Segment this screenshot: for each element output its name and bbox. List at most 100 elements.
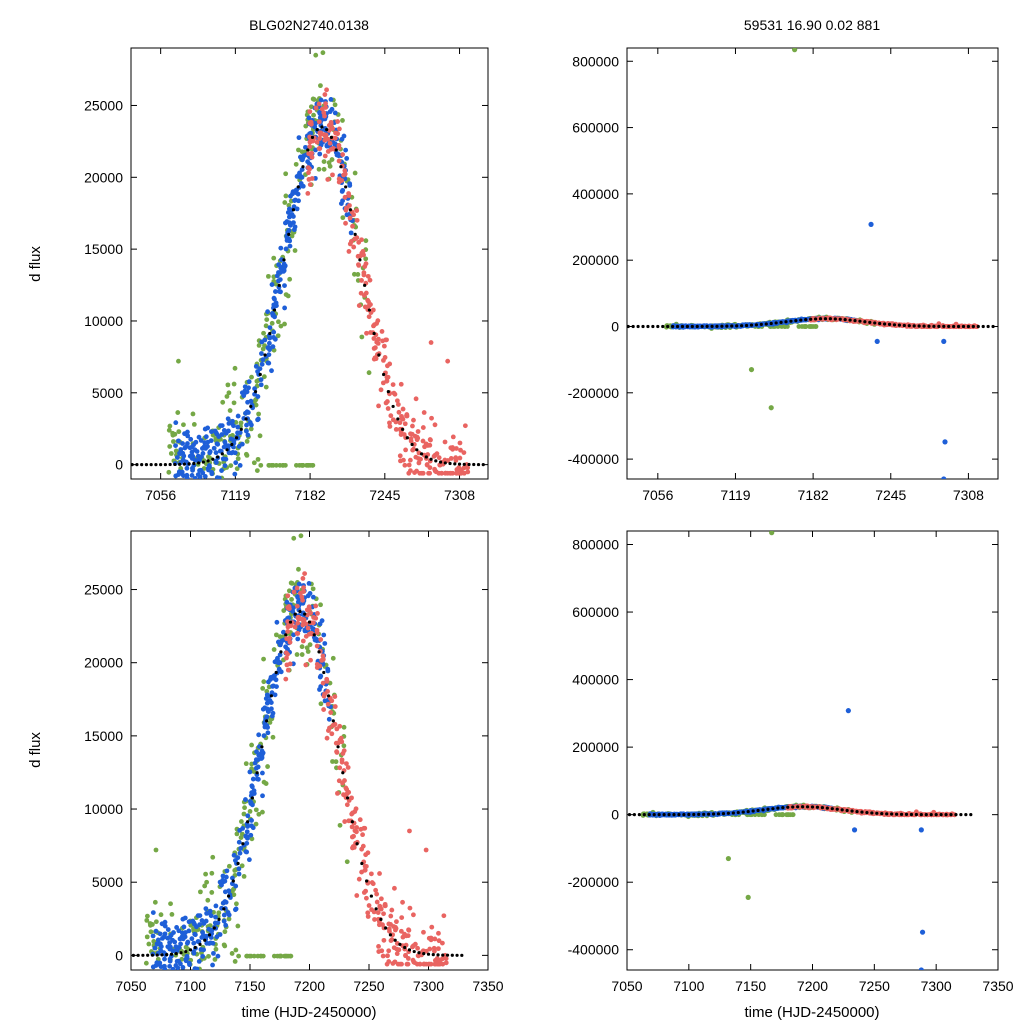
data-point-red xyxy=(427,437,433,442)
data-point-red xyxy=(351,845,357,850)
title-left: BLG02N2740.0138 xyxy=(249,17,369,33)
data-point-green xyxy=(310,586,316,592)
data-point-blue xyxy=(152,945,158,951)
data-point-red xyxy=(314,139,320,145)
data-point-blue xyxy=(249,422,254,428)
model-point xyxy=(207,933,212,937)
model-point xyxy=(339,165,343,169)
data-point-blue xyxy=(222,463,228,469)
model-point xyxy=(687,812,691,817)
data-point-green xyxy=(282,200,288,205)
model-point xyxy=(358,258,362,262)
data-point-red xyxy=(388,413,394,419)
data-point-blue xyxy=(161,934,167,940)
data-point-blue xyxy=(173,944,179,950)
model-point xyxy=(193,945,197,950)
data-point-blue xyxy=(262,721,268,727)
data-point-blue xyxy=(286,615,292,621)
data-point-blue xyxy=(283,246,289,252)
model-point xyxy=(415,448,419,452)
data-point-green xyxy=(241,873,247,879)
model-point xyxy=(211,457,215,461)
data-point-blue xyxy=(244,428,249,434)
model-point xyxy=(794,319,798,323)
model-point xyxy=(887,322,892,327)
data-point-green xyxy=(260,809,265,815)
model-point xyxy=(711,812,716,816)
data-point-blue xyxy=(189,473,195,478)
data-point-red xyxy=(931,809,937,815)
model-point xyxy=(860,810,864,814)
model-point xyxy=(441,953,445,957)
data-point-green xyxy=(256,411,261,417)
data-point-red xyxy=(340,152,346,157)
model-point xyxy=(222,907,226,911)
data-point-blue xyxy=(220,873,226,879)
data-point-red xyxy=(348,239,354,244)
data-point-blue xyxy=(290,214,296,219)
model-point xyxy=(890,812,894,816)
data-point-red xyxy=(387,420,392,426)
data-point-green xyxy=(253,807,259,813)
data-point-blue xyxy=(244,389,250,395)
model-point xyxy=(348,208,353,212)
model-point xyxy=(263,353,267,357)
y-tick-label: -200000 xyxy=(568,874,620,890)
data-point-blue xyxy=(173,420,179,426)
data-point-green xyxy=(286,588,292,594)
data-point-green xyxy=(318,83,323,89)
model-point xyxy=(804,318,808,322)
data-point-blue xyxy=(217,879,223,885)
data-point-green xyxy=(790,812,795,818)
data-point-green xyxy=(303,123,309,129)
data-point-blue xyxy=(253,363,259,369)
data-point-blue xyxy=(339,136,345,142)
data-point-red xyxy=(385,363,390,369)
data-point-red xyxy=(401,432,407,437)
model-point xyxy=(303,612,307,616)
data-point-red xyxy=(359,278,364,283)
data-point-green xyxy=(263,323,269,329)
data-point-blue xyxy=(255,394,261,399)
model-point xyxy=(759,322,763,327)
data-point-red xyxy=(351,212,357,218)
data-points xyxy=(627,531,973,970)
data-point-red xyxy=(936,321,942,327)
data-point-red xyxy=(450,434,456,440)
data-point-green xyxy=(252,398,258,403)
data-point-blue xyxy=(270,344,276,350)
model-point xyxy=(801,805,805,809)
model-point xyxy=(754,323,759,327)
data-point-green xyxy=(351,271,357,277)
data-point-red xyxy=(400,899,405,905)
data-point-green xyxy=(228,463,234,469)
model-point xyxy=(720,324,724,328)
data-point-green xyxy=(254,468,260,474)
model-point xyxy=(843,318,847,322)
data-point-green xyxy=(275,333,281,339)
model-point xyxy=(902,323,906,328)
data-point-red xyxy=(383,337,389,343)
data-point-green xyxy=(296,566,301,572)
model-point xyxy=(646,324,650,329)
data-point-blue xyxy=(317,115,323,121)
data-point-red xyxy=(354,217,360,223)
data-point-red xyxy=(411,417,416,423)
data-point-red xyxy=(365,914,371,919)
data-point-blue xyxy=(158,944,164,949)
data-point-green xyxy=(352,170,358,176)
data-point-red xyxy=(316,101,322,107)
data-point-red xyxy=(427,946,433,952)
model-point xyxy=(481,462,485,467)
data-point-blue xyxy=(278,640,284,646)
model-point xyxy=(883,322,887,326)
data-point-blue xyxy=(262,337,268,343)
data-point-red xyxy=(309,150,315,156)
data-point-blue xyxy=(308,130,314,136)
model-point xyxy=(438,460,443,464)
data-point-green xyxy=(153,847,159,853)
y-tick-label: 15000 xyxy=(84,241,123,257)
model-point xyxy=(942,324,946,329)
data-point-green xyxy=(355,272,361,277)
data-point-blue xyxy=(258,377,264,383)
